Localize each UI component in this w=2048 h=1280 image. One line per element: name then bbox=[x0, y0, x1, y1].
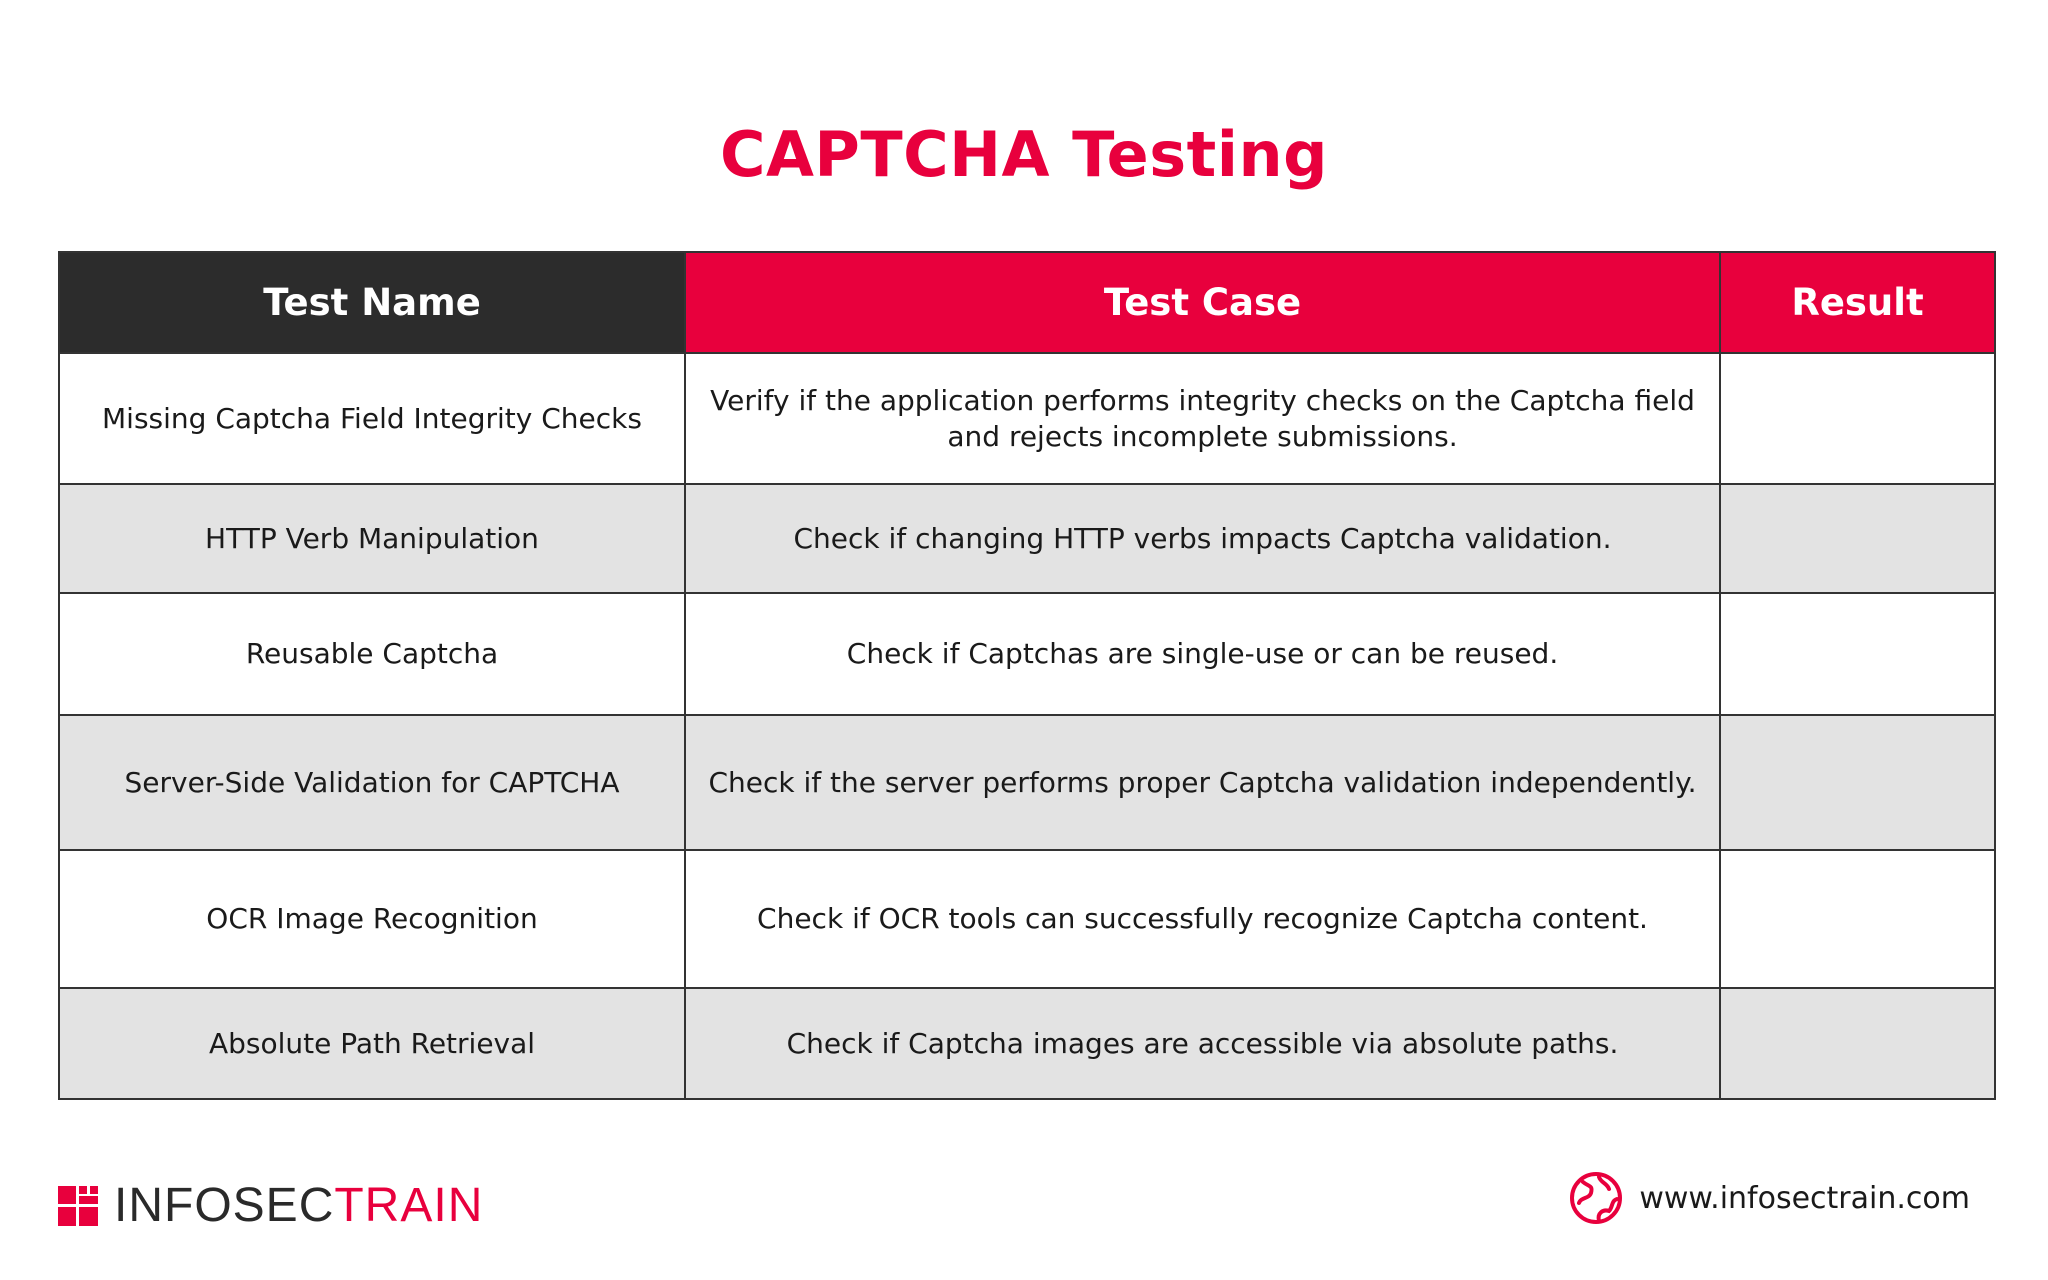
test-name-cell: OCR Image Recognition bbox=[58, 849, 686, 989]
result-cell bbox=[1719, 352, 1996, 485]
brand-name-part2: TRAIN bbox=[334, 1179, 484, 1232]
header-result: Result bbox=[1719, 251, 1996, 354]
test-name-cell: Reusable Captcha bbox=[58, 592, 686, 716]
table-header-row: Test Name Test Case Result bbox=[58, 251, 1996, 354]
test-name-cell: Server-Side Validation for CAPTCHA bbox=[58, 714, 686, 851]
result-cell bbox=[1719, 483, 1996, 594]
table-row: OCR Image Recognition Check if OCR tools… bbox=[58, 849, 1996, 989]
page-title: CAPTCHA Testing bbox=[719, 118, 1329, 191]
test-name-cell: Absolute Path Retrieval bbox=[58, 987, 686, 1100]
header-test-case: Test Case bbox=[684, 251, 1721, 354]
test-case-cell: Check if the server performs proper Capt… bbox=[684, 714, 1721, 851]
brand-logo: INFOSECTRAIN bbox=[58, 1182, 483, 1230]
test-case-cell: Check if changing HTTP verbs impacts Cap… bbox=[684, 483, 1721, 594]
test-case-cell: Verify if the application performs integ… bbox=[684, 352, 1721, 485]
result-cell bbox=[1719, 592, 1996, 716]
table-row: Server-Side Validation for CAPTCHA Check… bbox=[58, 714, 1996, 851]
website-info: www.infosectrain.com bbox=[1569, 1168, 1970, 1228]
result-cell bbox=[1719, 849, 1996, 989]
captcha-test-table: Test Name Test Case Result Missing Captc… bbox=[58, 251, 1996, 1100]
website-url[interactable]: www.infosectrain.com bbox=[1639, 1180, 1970, 1216]
result-cell bbox=[1719, 987, 1996, 1100]
table-row: HTTP Verb Manipulation Check if changing… bbox=[58, 483, 1996, 594]
test-case-cell: Check if Captcha images are accessible v… bbox=[684, 987, 1721, 1100]
table-row: Absolute Path Retrieval Check if Captcha… bbox=[58, 987, 1996, 1100]
table-row: Missing Captcha Field Integrity Checks V… bbox=[58, 352, 1996, 485]
test-name-cell: HTTP Verb Manipulation bbox=[58, 483, 686, 594]
globe-icon bbox=[1570, 1172, 1623, 1224]
test-case-cell: Check if Captchas are single-use or can … bbox=[684, 592, 1721, 716]
header-test-name: Test Name bbox=[58, 251, 686, 354]
infosectrain-logo-icon bbox=[58, 1186, 98, 1226]
brand-name-part1: INFOSEC bbox=[114, 1179, 335, 1232]
test-name-cell: Missing Captcha Field Integrity Checks bbox=[58, 352, 686, 485]
brand-name: INFOSECTRAIN bbox=[114, 1182, 483, 1230]
result-cell bbox=[1719, 714, 1996, 851]
table-row: Reusable Captcha Check if Captchas are s… bbox=[58, 592, 1996, 716]
test-case-cell: Check if OCR tools can successfully reco… bbox=[684, 849, 1721, 989]
